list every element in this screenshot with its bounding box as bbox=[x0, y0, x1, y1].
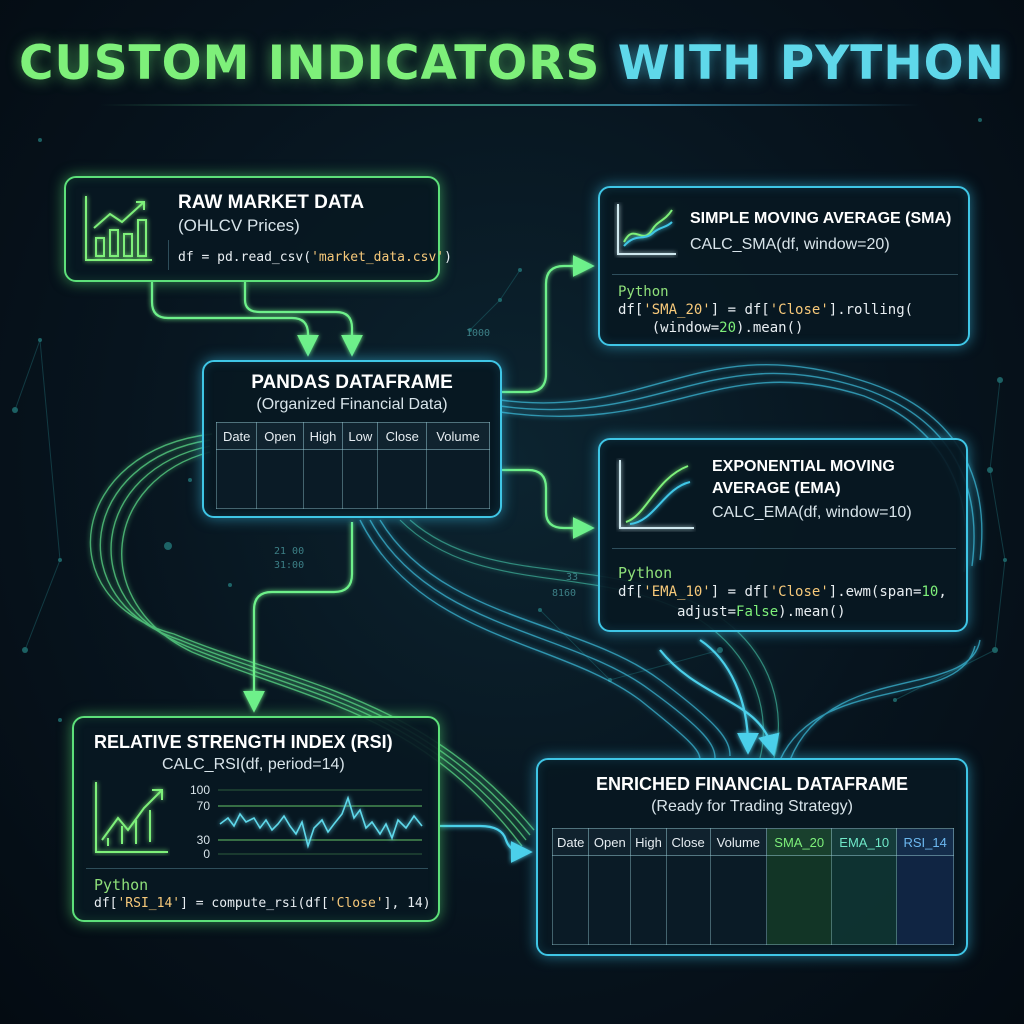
rsi-oscillator-chart: 100 70 30 0 bbox=[190, 784, 423, 861]
pandas-title: PANDAS DATAFRAME bbox=[251, 372, 453, 393]
bg-number: 31:00 bbox=[274, 560, 305, 571]
col-ema-10: EMA_10 bbox=[831, 828, 898, 856]
arrow-raw-to-pandas-a bbox=[150, 282, 319, 357]
raw-code: df = pd.read_csv('market_data.csv') bbox=[178, 250, 452, 265]
enriched-title: ENRICHED FINANCIAL DATAFRAME bbox=[596, 774, 908, 794]
title-part2: WITH PYTHON bbox=[617, 36, 1005, 91]
rsi-level-0: 0 bbox=[203, 847, 210, 861]
sma-box: SIMPLE MOVING AVERAGE (SMA) CALC_SMA(df,… bbox=[598, 186, 970, 346]
ema-title-line2: AVERAGE (EMA) bbox=[712, 480, 841, 497]
pandas-header-row: Date Open High Low Close Volume bbox=[215, 422, 490, 450]
rsi-title: RELATIVE STRENGTH INDEX (RSI) bbox=[94, 732, 393, 752]
col-rsi-14: RSI_14 bbox=[896, 828, 954, 856]
arrow-pandas-to-ema bbox=[502, 468, 595, 539]
bg-number: 1000 bbox=[466, 328, 491, 339]
table-row bbox=[551, 855, 954, 945]
col-high: High bbox=[630, 828, 667, 856]
arrow-sma-to-enriched bbox=[659, 649, 780, 757]
raw-title: RAW MARKET DATA bbox=[178, 192, 365, 213]
arrow-pandas-to-rsi bbox=[243, 522, 354, 713]
ema-divider bbox=[612, 548, 956, 549]
raw-market-data-box: RAW MARKET DATA (OHLCV Prices) df = pd.r… bbox=[64, 176, 452, 282]
col-low: Low bbox=[342, 422, 379, 450]
bg-number: 21 00 bbox=[274, 546, 305, 557]
sma-signature: CALC_SMA(df, window=20) bbox=[690, 236, 890, 253]
page-title: CUSTOM INDICATORS WITH PYTHON bbox=[0, 36, 1024, 91]
arrow-pandas-to-sma bbox=[502, 255, 595, 394]
col-high: High bbox=[302, 422, 344, 450]
rsi-box: RELATIVE STRENGTH INDEX (RSI) CALC_RSI(d… bbox=[72, 716, 440, 922]
ema-code-line1: df['EMA_10'] = df['Close'].ewm(span=10, bbox=[618, 584, 947, 600]
pandas-dataframe-box: PANDAS DATAFRAME (Organized Financial Da… bbox=[202, 360, 502, 518]
ema-lang-label: Python bbox=[618, 564, 673, 582]
raw-subtitle: (OHLCV Prices) bbox=[178, 216, 300, 235]
rsi-lang-label: Python bbox=[94, 876, 149, 894]
sma-divider bbox=[612, 274, 958, 275]
rsi-code: df['RSI_14'] = compute_rsi(df['Close'], … bbox=[94, 896, 431, 911]
table-row bbox=[215, 449, 490, 509]
rsi-level-30: 30 bbox=[197, 833, 211, 847]
ema-code-line2: adjust=False).mean() bbox=[618, 604, 846, 620]
enriched-header-row: Date Open High Close Volume SMA_20 EMA_1… bbox=[551, 828, 954, 856]
curve-chart-icon bbox=[619, 460, 694, 529]
raw-divider bbox=[168, 240, 169, 270]
enriched-dataframe-box: ENRICHED FINANCIAL DATAFRAME (Ready for … bbox=[536, 758, 968, 956]
sma-code-line1: df['SMA_20'] = df['Close'].rolling( bbox=[618, 302, 914, 318]
arrow-rsi-to-enriched bbox=[440, 824, 533, 863]
rsi-level-100: 100 bbox=[190, 784, 210, 797]
col-open: Open bbox=[588, 828, 632, 856]
col-volume: Volume bbox=[709, 828, 768, 856]
col-open: Open bbox=[256, 422, 304, 450]
enriched-subtitle: (Ready for Trading Strategy) bbox=[651, 798, 853, 815]
sma-lang-label: Python bbox=[618, 284, 669, 300]
col-close: Close bbox=[377, 422, 428, 450]
title-part1: CUSTOM INDICATORS bbox=[19, 36, 601, 91]
col-date: Date bbox=[215, 422, 258, 450]
arrow-ema-to-enriched bbox=[699, 639, 759, 755]
ema-signature: CALC_EMA(df, window=10) bbox=[712, 504, 912, 521]
bg-number: 33 bbox=[566, 572, 579, 583]
col-date: Date bbox=[551, 828, 590, 856]
title-divider bbox=[100, 104, 920, 106]
ema-title-line1: EXPONENTIAL MOVING bbox=[712, 458, 895, 475]
sma-code-line2: (window=20).mean() bbox=[618, 320, 804, 336]
arrow-raw-to-pandas-b bbox=[243, 282, 363, 357]
rsi-level-70: 70 bbox=[197, 799, 211, 813]
pandas-subtitle: (Organized Financial Data) bbox=[256, 396, 448, 413]
bar-chart-up-icon bbox=[85, 196, 152, 261]
rsi-divider bbox=[86, 868, 428, 869]
enriched-table: Date Open High Close Volume SMA_20 EMA_1… bbox=[551, 828, 954, 945]
rising-bars-icon bbox=[95, 782, 168, 853]
col-sma-20: SMA_20 bbox=[766, 828, 833, 856]
col-volume: Volume bbox=[426, 422, 490, 450]
line-chart-icon bbox=[617, 204, 676, 255]
col-close: Close bbox=[665, 828, 711, 856]
pandas-table: Date Open High Low Close Volume bbox=[215, 422, 490, 509]
ema-box: EXPONENTIAL MOVING AVERAGE (EMA) CALC_EM… bbox=[598, 438, 968, 632]
rsi-signature: CALC_RSI(df, period=14) bbox=[162, 756, 345, 773]
sma-title: SIMPLE MOVING AVERAGE (SMA) bbox=[690, 210, 952, 227]
bg-number: 8160 bbox=[552, 588, 577, 599]
network-dots bbox=[12, 118, 1007, 722]
